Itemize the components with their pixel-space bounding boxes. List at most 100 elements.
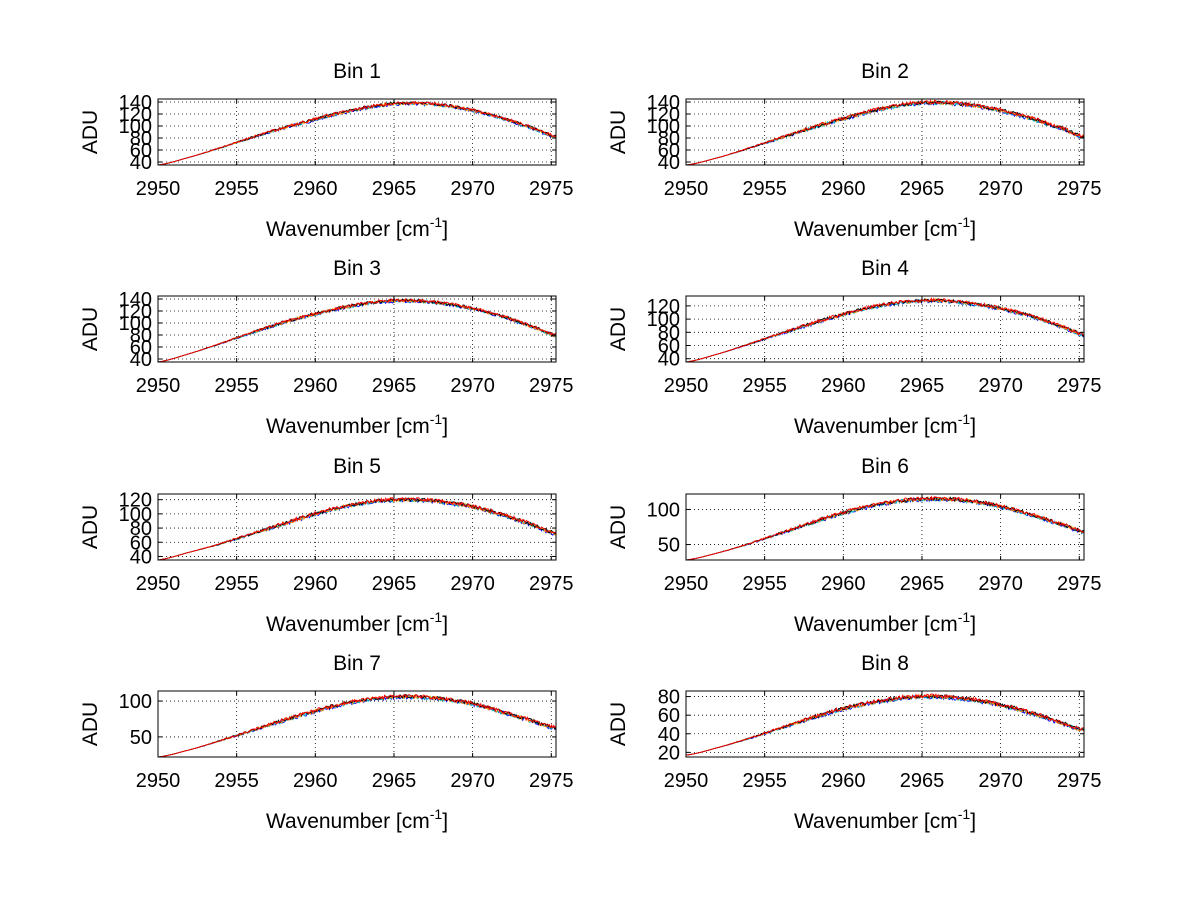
y-tick-label: 60 — [658, 140, 680, 162]
series-line-4 — [157, 101, 557, 166]
y-tick-label: 60 — [130, 337, 152, 359]
series-line-4 — [685, 496, 1085, 561]
series-line-1 — [157, 101, 557, 166]
x-tick-label: 2950 — [664, 375, 709, 397]
x-tick-label: 2975 — [529, 573, 574, 595]
x-tick-label: 2950 — [136, 375, 181, 397]
y-tick-label: 20 — [658, 742, 680, 764]
series-line-2 — [685, 100, 1085, 166]
x-tick-label: 2970 — [978, 770, 1023, 792]
x-tick-label: 2975 — [1057, 375, 1102, 397]
y-axis-label: ADU — [79, 505, 102, 549]
x-axis-label: Wavenumber [cm-1] — [794, 806, 976, 833]
y-tick-label: 50 — [658, 535, 680, 557]
x-tick-label: 2960 — [821, 178, 866, 200]
x-tick-label: 2970 — [450, 178, 495, 200]
series-line-5 — [685, 297, 1085, 363]
y-tick-label: 120 — [647, 296, 680, 318]
x-tick-label: 2965 — [372, 573, 417, 595]
series-line-4 — [685, 693, 1085, 756]
series-line-5 — [157, 496, 557, 561]
x-tick-label: 2975 — [1057, 573, 1102, 595]
x-tick-label: 2975 — [1057, 770, 1102, 792]
y-tick-label: 120 — [119, 104, 152, 126]
x-tick-label: 2950 — [136, 770, 181, 792]
x-axis-label: Wavenumber [cm-1] — [794, 609, 976, 636]
x-tick-label: 2960 — [293, 770, 338, 792]
series-line-3 — [685, 496, 1085, 561]
y-axis-label: ADU — [607, 505, 630, 549]
x-tick-label: 2975 — [1057, 178, 1102, 200]
y-axis-label: ADU — [79, 307, 102, 351]
x-tick-label: 2960 — [293, 375, 338, 397]
series-line-5 — [157, 693, 557, 758]
series-line-4 — [685, 100, 1085, 166]
x-tick-label: 2965 — [900, 770, 945, 792]
x-axis-label: Wavenumber [cm-1] — [266, 609, 448, 636]
y-tick-label: 50 — [130, 727, 152, 749]
axes-box — [685, 690, 1085, 758]
x-tick-label: 2955 — [214, 573, 259, 595]
x-tick-label: 2950 — [136, 178, 181, 200]
subplot-title: Bin 3 — [333, 257, 381, 280]
x-tick-label: 2965 — [372, 770, 417, 792]
x-tick-label: 2955 — [214, 770, 259, 792]
y-tick-label: 40 — [130, 546, 152, 568]
x-tick-label: 2965 — [900, 375, 945, 397]
series-line-1 — [685, 497, 1085, 561]
y-tick-label: 60 — [658, 336, 680, 358]
x-tick-label: 2965 — [372, 178, 417, 200]
series-line-2 — [685, 694, 1085, 756]
subplot-title: Bin 4 — [861, 257, 909, 280]
x-tick-label: 2975 — [529, 178, 574, 200]
series-line-2 — [685, 497, 1085, 561]
x-tick-label: 2970 — [978, 375, 1023, 397]
x-tick-label: 2960 — [821, 770, 866, 792]
subplot-6: 2950 2955 2960 2965 2970 2975 50 100 Bin 6 Wavenu… — [607, 455, 1102, 636]
y-tick-label: 40 — [130, 152, 152, 174]
series-line-3 — [685, 298, 1085, 363]
subplot-title: Bin 2 — [861, 60, 909, 83]
y-tick-label: 60 — [130, 532, 152, 554]
y-tick-label: 80 — [130, 518, 152, 540]
x-tick-label: 2960 — [293, 573, 338, 595]
x-tick-label: 2960 — [293, 178, 338, 200]
y-tick-label: 100 — [119, 313, 152, 335]
y-tick-label: 140 — [119, 289, 152, 311]
x-tick-label: 2960 — [821, 375, 866, 397]
series-line-2 — [157, 497, 557, 561]
y-tick-label: 80 — [658, 128, 680, 150]
subplot-title: Bin 6 — [861, 455, 909, 478]
y-tick-label: 80 — [658, 687, 680, 709]
y-tick-label: 40 — [130, 349, 152, 371]
series-line-4 — [157, 298, 557, 363]
series-line-4 — [685, 298, 1085, 363]
x-tick-label: 2965 — [372, 375, 417, 397]
y-tick-label: 100 — [119, 691, 152, 713]
subplot-title: Bin 7 — [333, 652, 381, 675]
x-axis-label: Wavenumber [cm-1] — [794, 214, 976, 241]
series-line-2 — [685, 298, 1085, 363]
y-tick-label: 40 — [658, 724, 680, 746]
series-line-4 — [157, 694, 557, 758]
series-line-3 — [685, 693, 1085, 756]
y-tick-label: 60 — [658, 705, 680, 727]
x-tick-label: 2970 — [450, 375, 495, 397]
y-tick-label: 40 — [658, 152, 680, 174]
series-line-3 — [157, 497, 557, 561]
subplot-title: Bin 8 — [861, 652, 909, 675]
y-tick-label: 80 — [658, 322, 680, 344]
x-tick-label: 2965 — [900, 573, 945, 595]
y-axis-label: ADU — [607, 702, 630, 746]
x-tick-label: 2955 — [214, 178, 259, 200]
y-tick-label: 140 — [119, 92, 152, 114]
series-line-5 — [157, 100, 557, 166]
series-line-1 — [685, 694, 1085, 756]
x-tick-label: 2955 — [742, 573, 787, 595]
axes-box — [157, 690, 557, 758]
